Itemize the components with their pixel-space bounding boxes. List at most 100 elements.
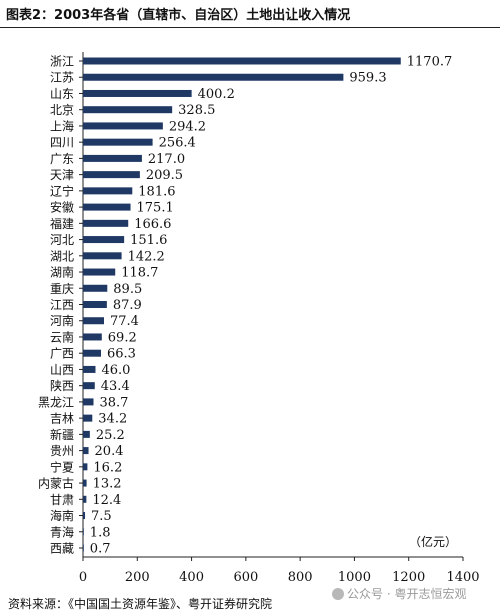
- value-label: 959.3: [349, 71, 386, 86]
- value-label: 66.3: [107, 347, 136, 362]
- value-label: 69.2: [108, 330, 137, 345]
- category-label: 重庆: [50, 282, 74, 296]
- bar: [83, 57, 401, 65]
- value-label: 87.9: [113, 298, 142, 313]
- bar: [83, 447, 89, 455]
- watermark-text: 公众号 · 粤开志恒宏观: [347, 587, 467, 601]
- category-label: 江苏: [50, 71, 74, 85]
- x-tick-label: 600: [233, 570, 258, 585]
- value-label: 13.2: [93, 477, 122, 492]
- bar: [83, 89, 192, 97]
- bar: [83, 171, 140, 179]
- title-divider: [0, 27, 500, 28]
- x-tick-label: 0: [79, 570, 87, 585]
- value-label: 43.4: [101, 379, 130, 394]
- value-label: 217.0: [148, 152, 185, 167]
- bar: [83, 203, 131, 211]
- category-label: 湖北: [50, 248, 74, 263]
- category-label: 广西: [50, 347, 74, 361]
- value-label: 1.8: [90, 525, 111, 540]
- x-tick-label: 800: [288, 570, 313, 585]
- bar: [83, 219, 129, 227]
- category-label: 海南: [50, 508, 74, 523]
- chart-bars: [83, 57, 401, 552]
- value-label: 175.1: [137, 201, 174, 216]
- bar: [83, 73, 344, 81]
- category-label: 广东: [50, 152, 74, 166]
- category-label: 云南: [50, 329, 74, 344]
- category-label: 宁夏: [50, 459, 74, 474]
- category-label: 陕西: [50, 378, 74, 393]
- value-label: 166.6: [134, 217, 171, 232]
- value-label: 46.0: [101, 363, 130, 378]
- category-label: 新疆: [50, 427, 74, 442]
- value-label: 25.2: [96, 428, 125, 443]
- value-label: 209.5: [146, 168, 183, 183]
- bar: [83, 479, 87, 487]
- bar: [83, 236, 125, 244]
- value-label: 256.4: [159, 136, 196, 151]
- category-label: 辽宁: [50, 183, 74, 198]
- category-label: 北京: [50, 103, 74, 117]
- bar: [83, 544, 84, 552]
- x-tick-label: 1400: [446, 570, 479, 585]
- bar: [83, 317, 105, 325]
- value-label: 7.5: [91, 509, 112, 524]
- bar-chart: 0 200 400 600 800 1000 1200 1400 （亿元） 浙江 1170.7 江苏…: [38, 52, 480, 585]
- bar: [83, 268, 116, 276]
- bar: [83, 252, 122, 260]
- bar: [83, 382, 95, 390]
- category-label: 河北: [50, 233, 74, 247]
- bar: [83, 414, 93, 422]
- value-label: 181.6: [138, 184, 175, 199]
- bar: [83, 528, 84, 536]
- category-label: 吉林: [50, 412, 74, 426]
- bar: [83, 349, 101, 357]
- category-label: 甘肃: [50, 493, 74, 507]
- value-label: 118.7: [121, 266, 158, 281]
- value-label: 12.4: [92, 493, 121, 508]
- bar: [83, 122, 163, 130]
- bar: [83, 495, 87, 503]
- value-label: 20.4: [95, 444, 124, 459]
- category-label: 四川: [50, 136, 74, 150]
- value-label: 34.2: [98, 412, 127, 427]
- x-tick-label: 1000: [338, 570, 371, 585]
- unit-label: （亿元）: [409, 534, 457, 549]
- value-label: 142.2: [128, 249, 165, 264]
- category-label: 福建: [50, 216, 74, 231]
- category-label: 江西: [50, 298, 74, 312]
- watermark: 公众号 · 粤开志恒宏观: [332, 585, 466, 602]
- category-label: 山西: [50, 363, 74, 377]
- x-tick-label: 200: [125, 570, 150, 585]
- value-label: 1170.7: [407, 55, 453, 70]
- category-label: 贵州: [50, 444, 74, 458]
- bar: [83, 365, 96, 373]
- value-label: 77.4: [110, 314, 139, 329]
- bar: [83, 398, 94, 406]
- category-label: 天津: [50, 168, 74, 182]
- value-label: 38.7: [100, 395, 129, 410]
- value-label: 151.6: [130, 233, 167, 248]
- category-label: 黑龙江: [38, 395, 74, 409]
- value-label: 0.7: [90, 542, 111, 557]
- category-label: 上海: [50, 118, 74, 133]
- bar: [83, 333, 102, 341]
- bar: [83, 430, 90, 438]
- x-tick-label: 400: [179, 570, 204, 585]
- category-label: 安徽: [50, 200, 74, 215]
- bar: [83, 284, 108, 292]
- chart-title: 图表2：2003年各省（直辖市、自治区）土地出让收入情况: [6, 8, 351, 23]
- x-tick-label: 1200: [392, 570, 425, 585]
- wechat-icon: [332, 588, 344, 600]
- category-label: 青海: [50, 524, 74, 539]
- bar: [83, 138, 153, 146]
- category-label: 浙江: [50, 55, 74, 69]
- value-label: 89.5: [113, 282, 142, 297]
- bar: [83, 187, 133, 195]
- bar: [83, 301, 107, 308]
- bar: [83, 463, 88, 471]
- category-label: 湖南: [50, 265, 74, 280]
- category-label: 河南: [50, 313, 74, 328]
- value-label: 400.2: [198, 87, 235, 102]
